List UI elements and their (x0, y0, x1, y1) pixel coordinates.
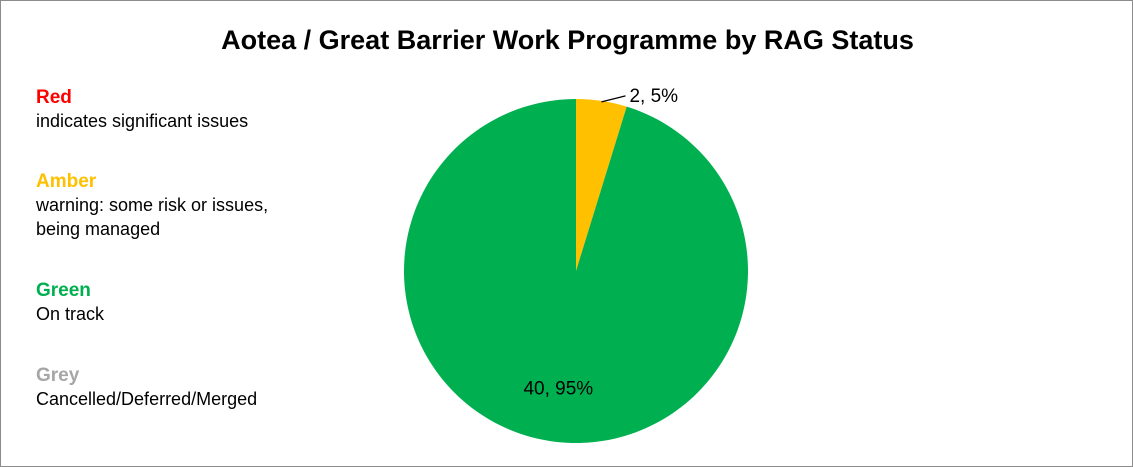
pie-slice-amber (576, 99, 627, 271)
data-label-amber: 2, 5% (629, 86, 678, 107)
chart-title: Aotea / Great Barrier Work Programme by … (221, 25, 914, 55)
legend-name-green: Green (36, 280, 91, 301)
legend-name-grey: Grey (36, 365, 80, 386)
pie-leader-lines (601, 95, 626, 103)
legend-desc-amber-line-2: being managed (36, 219, 161, 239)
legend-entry-red: Red indicates significant issues (36, 86, 366, 133)
pie-slice-green (403, 99, 748, 444)
legend-desc-green: On track (36, 304, 105, 324)
legend-name-amber: Amber (36, 171, 97, 192)
pie-slices (403, 99, 748, 444)
legend-name-red: Red (36, 87, 72, 108)
legend-entry-grey: Grey Cancelled/Deferred/Merged (36, 364, 366, 411)
legend-desc-red: indicates significant issues (36, 111, 249, 131)
data-label-green: 40, 95% (523, 378, 593, 399)
legend-entry-amber: Amber warning: some risk or issues, bein… (36, 170, 366, 241)
legend-desc-grey: Cancelled/Deferred/Merged (36, 389, 258, 409)
legend-entry-green: Green On track (36, 279, 366, 326)
legend-desc-amber-line-1: warning: some risk or issues, (36, 195, 269, 215)
pie-data-labels: 2, 5% 40, 95% (523, 86, 678, 399)
leader-line-amber (601, 95, 626, 103)
